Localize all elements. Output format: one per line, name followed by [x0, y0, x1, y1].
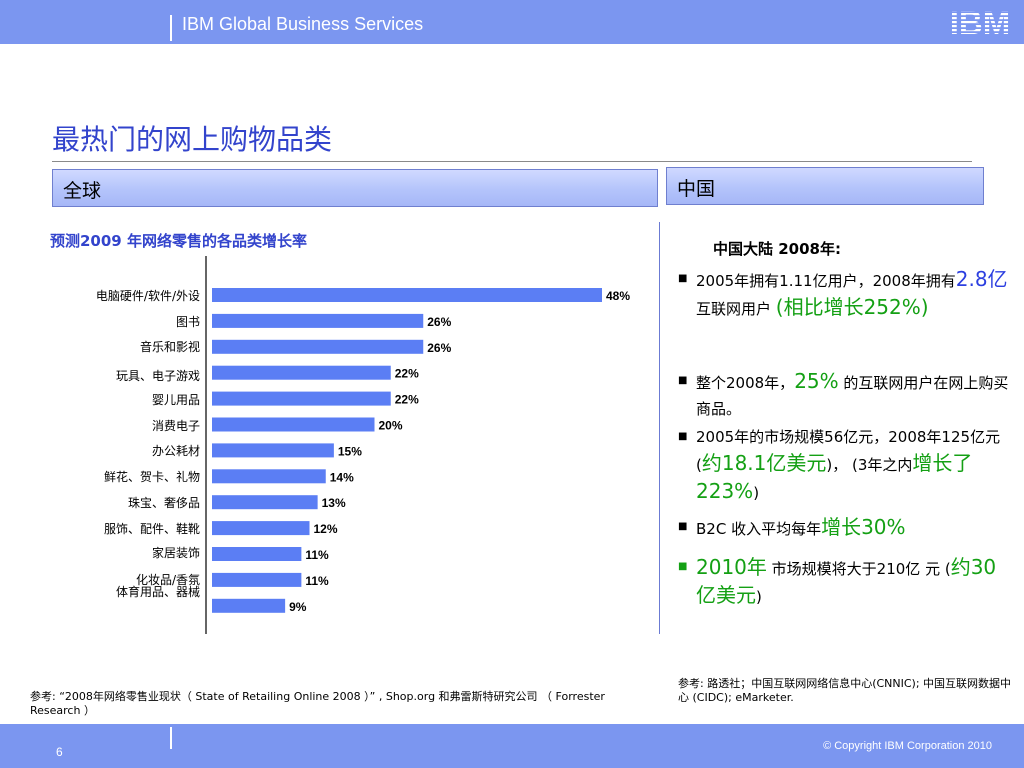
bar-3: [212, 365, 391, 380]
header-bar: [0, 0, 1024, 44]
bar-value-label-10: 11%: [305, 548, 329, 562]
category-label-0: 电脑硬件/软件/外设: [96, 289, 200, 303]
china-section-band: 中国: [666, 167, 984, 205]
title-rule: [52, 161, 972, 162]
bullet-segment: 市场规模将大于210亿 元 (: [766, 560, 951, 578]
bullet-segment: 2.8亿: [955, 267, 1008, 291]
bullet-segment: 增长了 223%: [696, 451, 973, 503]
bullet-marker-icon: ■: [678, 561, 688, 572]
bar-value-label-1: 26%: [427, 315, 451, 329]
china-section-label: 中国: [677, 178, 716, 200]
section-divider: [659, 222, 660, 634]
brand-text: IBM Global Business Services: [182, 14, 424, 34]
china-bullet-2: ■ 2005年的市场规模56亿元，2008年125亿元 (约18.1亿美元)， (…: [678, 424, 1010, 506]
bullet-text: B2C 收入平均每年增长30%: [678, 514, 1010, 542]
category-label-1: 图书: [176, 315, 200, 329]
bullet-marker-icon: ■: [678, 273, 688, 284]
bullet-text: 2010年 市场规模将大于210亿 元 (约30亿美元): [678, 554, 1010, 610]
bar-0: [212, 288, 602, 302]
reference-right-text: 参考: 路透社；中国互联网网络信息中心(CNNIC); 中国互联网数据中心 (C…: [678, 677, 1012, 704]
china-heading: 中国大陆 2008年:: [713, 240, 841, 258]
page-number: 6: [56, 745, 63, 759]
bullet-segment: 整个2008年，: [696, 374, 795, 392]
bullet-segment: B2C 收入平均每年: [696, 520, 822, 538]
category-label-10: 家居装饰: [152, 545, 200, 560]
bullet-segment: 约18.1亿美元: [701, 451, 827, 475]
bar-2: [212, 339, 424, 354]
bullet-text: 整个2008年，25% 的互联网用户在网上购买商品。: [678, 368, 1010, 422]
bar-7: [212, 469, 326, 484]
bar-6: [212, 443, 334, 458]
category-label-9: 服饰、配件、鞋靴: [104, 521, 200, 536]
bar-4: [212, 391, 391, 406]
bar-value-label-3: 22%: [395, 367, 419, 381]
bullet-segment: 的互联网用户在网上购买商品。: [696, 374, 1009, 418]
chart-title: 预测2009 年网络零售的各品类增长率: [50, 232, 307, 250]
category-label-2: 音乐和影视: [140, 339, 200, 354]
china-bullet-4: ■ 2010年 市场规模将大于210亿 元 (约30亿美元): [678, 554, 1010, 610]
bar-9: [212, 521, 310, 536]
bullet-marker-icon: ■: [678, 431, 688, 442]
category-label-8: 珠宝、奢侈品: [128, 496, 200, 510]
bullet-segment: )， (3年之内: [826, 456, 913, 474]
bar-value-label-6: 15%: [338, 444, 362, 458]
china-bullet-0: ■ 2005年拥有1.11亿用户，2008年拥有2.8亿互联网用户 (相比增长25…: [678, 266, 1010, 322]
bar-value-label-9: 12%: [314, 522, 338, 536]
bullet-segment: 约30亿美元: [696, 555, 997, 607]
bar-value-label-0: 48%: [606, 289, 630, 303]
category-label-12: 体育用品、器械: [116, 584, 200, 599]
bar-value-label-2: 26%: [427, 341, 451, 355]
reference-left: 参考: “2008年网络零售业现状（ State of Retailing On…: [30, 690, 605, 717]
category-label-7: 鲜花、贺卡、礼物: [104, 469, 200, 484]
bar-chart: 电脑硬件/软件/外设图书音乐和影视玩具、电子游戏婴儿用品消费电子办公耗材鲜花、贺…: [96, 256, 630, 634]
bar-value-label-8: 13%: [322, 496, 346, 510]
bullet-segment: 25%: [794, 369, 839, 393]
china-bullet-1: ■ 整个2008年，25% 的互联网用户在网上购买商品。: [678, 368, 1010, 422]
china-bullet-3: ■ B2C 收入平均每年增长30%: [678, 514, 1010, 542]
bullet-text: 2005年的市场规模56亿元，2008年125亿元 (约18.1亿美元)， (3…: [678, 424, 1010, 506]
bar-value-label-7: 14%: [330, 470, 354, 484]
bullet-segment: 2010年: [696, 555, 767, 579]
bullet-segment: 互联网用户: [696, 300, 776, 318]
bar-value-label-11: 11%: [305, 574, 329, 588]
bar-10: [212, 547, 302, 561]
bar-5: [212, 417, 375, 432]
bar-value-label-5: 20%: [379, 419, 403, 433]
bar-11: [212, 572, 302, 587]
copyright-text: © Copyright IBM Corporation 2010: [823, 740, 992, 752]
bullet-text: 2005年拥有1.11亿用户，2008年拥有2.8亿互联网用户 (相比增长252…: [678, 266, 1010, 322]
global-section-label: 全球: [63, 180, 102, 202]
category-label-3: 玩具、电子游戏: [116, 369, 200, 383]
category-label-6: 办公耗材: [152, 443, 200, 458]
bar-8: [212, 495, 318, 510]
bullet-segment: 增长30%: [821, 515, 906, 539]
bullet-marker-icon: ■: [678, 375, 688, 386]
bullet-segment: ): [756, 588, 762, 606]
bullet-segment: (相比增长252%): [775, 295, 929, 319]
footer-divider: [170, 727, 172, 749]
bullet-segment: 2005年拥有1.11亿用户，2008年拥有: [696, 272, 956, 290]
page-title: 最热门的网上购物品类: [52, 123, 333, 156]
bullet-marker-icon: ■: [678, 521, 688, 532]
reference-right: 参考: 路透社；中国互联网网络信息中心(CNNIC); 中国互联网数据中心 (C…: [678, 677, 1018, 705]
category-label-5: 消费电子: [152, 419, 200, 433]
header-divider: [170, 15, 172, 41]
bar-12: [212, 598, 286, 613]
global-section-band: 全球: [52, 169, 658, 207]
svg-text:IBM: IBM: [950, 5, 1011, 39]
ibm-logo: IBM: [944, 4, 1016, 44]
category-label-11: 化妆品/香氛: [136, 573, 200, 587]
bullet-segment: 2005年的市场规模56亿元，2008年125亿元 (: [696, 428, 1001, 474]
category-label-4: 婴儿用品: [152, 393, 200, 407]
bar-1: [212, 313, 424, 328]
bullet-segment: ): [753, 484, 760, 502]
bar-value-label-4: 22%: [395, 393, 419, 407]
bar-value-label-12: 9%: [289, 600, 307, 614]
